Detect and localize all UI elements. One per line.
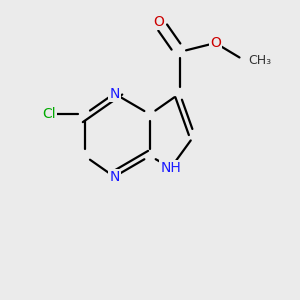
Text: N: N: [109, 86, 119, 100]
Text: O: O: [210, 36, 221, 50]
Text: O: O: [154, 15, 164, 29]
Text: N: N: [109, 170, 119, 184]
Text: NH: NH: [160, 161, 181, 175]
Text: Cl: Cl: [42, 107, 56, 121]
Text: CH₃: CH₃: [248, 54, 271, 67]
